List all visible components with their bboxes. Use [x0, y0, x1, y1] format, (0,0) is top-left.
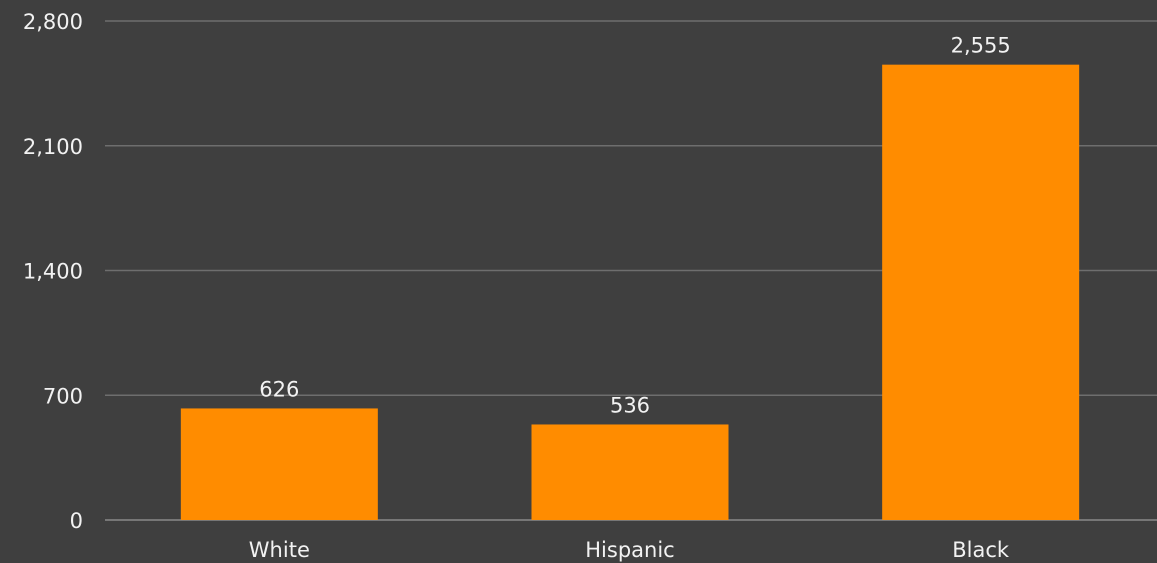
data-label: 536 — [610, 393, 650, 417]
x-tick-label: Black — [952, 538, 1010, 562]
y-tick-label: 2,800 — [23, 10, 83, 34]
bars — [180, 64, 1080, 520]
x-axis-categories: White Hispanic Black — [249, 538, 1010, 562]
bar — [531, 424, 729, 520]
x-tick-label: White — [249, 538, 310, 562]
bar — [882, 64, 1080, 520]
y-tick-label: 0 — [70, 509, 83, 533]
y-tick-label: 700 — [43, 384, 83, 408]
bar — [180, 408, 378, 520]
y-tick-label: 2,100 — [23, 135, 83, 159]
y-axis-ticks: 0 700 1,400 2,100 2,800 — [23, 10, 83, 533]
y-tick-label: 1,400 — [23, 260, 83, 284]
x-tick-label: Hispanic — [585, 538, 674, 562]
data-label: 626 — [259, 377, 299, 401]
data-label: 2,555 — [951, 34, 1011, 58]
data-labels: 626 536 2,555 — [259, 34, 1010, 418]
